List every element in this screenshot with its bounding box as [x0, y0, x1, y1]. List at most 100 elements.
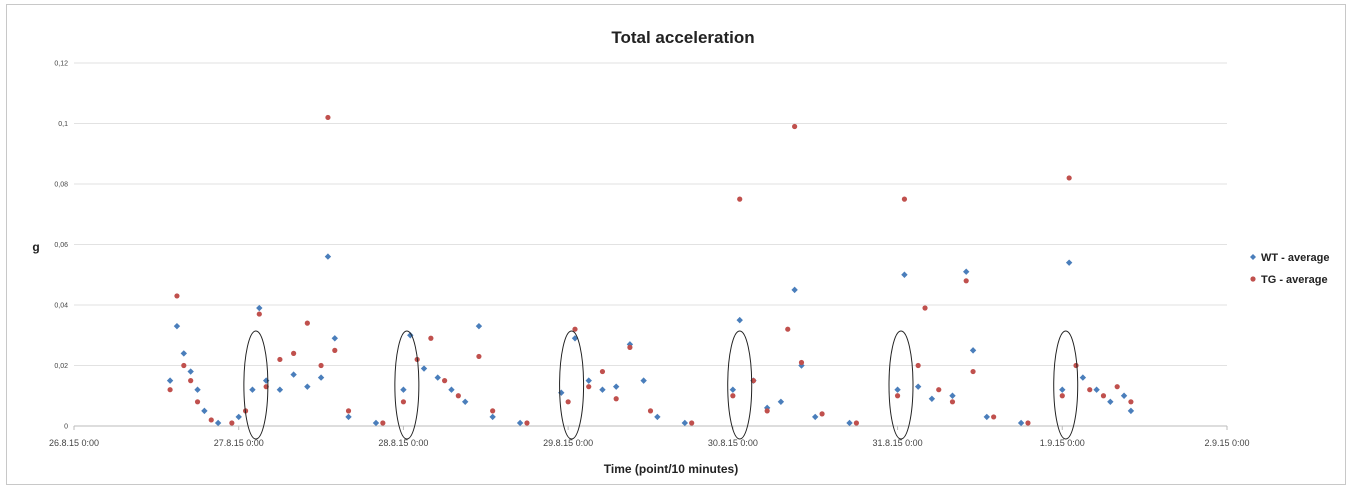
wt-data-point: [901, 271, 908, 278]
y-tick-label: 0: [64, 424, 68, 431]
x-axis-title: Time (point/10 minutes): [604, 462, 738, 476]
tg-data-point: [1100, 393, 1107, 399]
wt-data-point: [736, 316, 743, 324]
wt-data-point: [1059, 386, 1066, 393]
wt-data-point: [599, 386, 606, 393]
wt-data-point: [812, 413, 819, 421]
wt-data-point: [894, 386, 901, 393]
wt-data-point: [317, 374, 325, 381]
tg-data-point: [737, 196, 743, 202]
tg-data-point: [1073, 362, 1079, 369]
y-tick-label: 0,12: [54, 61, 68, 68]
legend-marker-tg: [1250, 276, 1256, 282]
tg-data-point: [524, 420, 530, 426]
tg-data-point: [167, 387, 173, 393]
wt-data-point: [798, 362, 805, 369]
wt-data-point: [173, 322, 181, 330]
tg-data-point: [819, 411, 825, 417]
wt-data-point: [235, 413, 242, 421]
wt-data-point: [304, 383, 311, 390]
y-tick-label: 0,06: [54, 242, 68, 249]
tg-data-point: [613, 396, 619, 402]
annotation-ellipse: [1053, 330, 1079, 440]
wt-data-point: [1079, 374, 1087, 381]
x-axis-ticks: 26.8.15 0:00 27.8.15 0:00 28.8.15 0:00 29.8…: [49, 426, 1250, 448]
tg-data-point: [256, 311, 262, 317]
y-axis-ticks: 0 0,02 0,04 0,06 0,08 0,1 0,12: [54, 61, 68, 431]
annotation-ellipse: [243, 330, 269, 440]
wt-data-point: [558, 389, 565, 396]
tg-data-point: [380, 420, 386, 426]
tg-data-point: [174, 293, 180, 299]
wt-data-point: [1127, 407, 1135, 415]
tg-data-point: [188, 378, 194, 384]
legend: WT - average TG - average: [1250, 252, 1329, 286]
wt-data-point: [626, 341, 634, 348]
x-tick-label: 30.8.15 0:00: [708, 438, 758, 448]
wt-data-point: [516, 419, 524, 427]
wt-data-point: [166, 377, 174, 384]
wt-data-point: [777, 398, 785, 405]
wt-data-point: [729, 386, 737, 393]
wt-data-point: [585, 377, 592, 384]
tg-data-point: [1128, 399, 1134, 405]
wt-data-point: [1120, 392, 1128, 399]
wt-data-point: [654, 413, 661, 421]
tg-data-point: [785, 326, 791, 332]
wt-data-point: [187, 368, 194, 375]
tg-data-point: [991, 414, 997, 420]
x-tick-label: 29.8.15 0:00: [543, 438, 593, 448]
tg-data-point: [922, 305, 928, 311]
wt-data-point: [1017, 419, 1025, 427]
wt-data-point: [928, 395, 936, 402]
tg-data-point: [400, 399, 407, 405]
wt-data-point: [1107, 398, 1114, 405]
tg-data-point: [181, 362, 187, 369]
wt-data-point: [489, 413, 496, 421]
tg-data-point: [572, 326, 578, 332]
wt-data-point: [1093, 386, 1100, 393]
annotation-ellipse: [888, 330, 914, 440]
wt-data-point: [276, 386, 284, 393]
tg-data-point: [476, 353, 482, 360]
tg-data-point: [970, 368, 976, 375]
wt-data-point: [324, 253, 332, 260]
tg-data-point: [689, 420, 695, 426]
tg-data-point: [647, 408, 654, 414]
tg-data-point: [345, 408, 352, 414]
wt-data-point: [1065, 259, 1073, 266]
x-tick-label: 2.9.15 0:00: [1204, 438, 1249, 448]
x-tick-label: 28.8.15 0:00: [378, 438, 428, 448]
y-tick-label: 0,1: [58, 121, 68, 128]
gridlines: [74, 62, 1227, 366]
wt-data-point: [612, 383, 620, 390]
x-tick-label: 26.8.15 0:00: [49, 438, 99, 448]
y-tick-label: 0,04: [54, 303, 68, 310]
tg-data-point: [325, 114, 331, 121]
legend-marker-wt: [1250, 254, 1256, 260]
wt-data-point: [400, 386, 407, 393]
tg-data-point: [194, 399, 201, 405]
wt-data-point: [914, 383, 922, 390]
wt-data-point: [681, 419, 689, 427]
tg-data-point: [963, 278, 969, 284]
tg-data-point: [936, 387, 942, 393]
wt-data-point: [420, 365, 428, 372]
tg-data-point: [915, 362, 921, 369]
tg-data-point: [901, 196, 908, 202]
wt-data-point: [640, 377, 647, 384]
tg-data-point: [730, 393, 736, 399]
tg-data-point: [208, 417, 214, 423]
wt-data-point: [262, 377, 270, 384]
wt-data-point: [846, 419, 853, 427]
tg-data-point: [798, 359, 805, 366]
wt-data-point: [949, 392, 956, 399]
tg-data-point: [565, 399, 571, 405]
y-tick-label: 0,08: [54, 182, 68, 189]
tg-data-point: [318, 362, 324, 369]
annotation-ellipse: [727, 330, 753, 440]
tg-data-point: [490, 408, 496, 414]
tg-data-point: [599, 368, 606, 375]
wt-data-point: [256, 304, 263, 312]
chart-svg: Total acceleration 00,020,040,060,080,10…: [32, 28, 1329, 476]
